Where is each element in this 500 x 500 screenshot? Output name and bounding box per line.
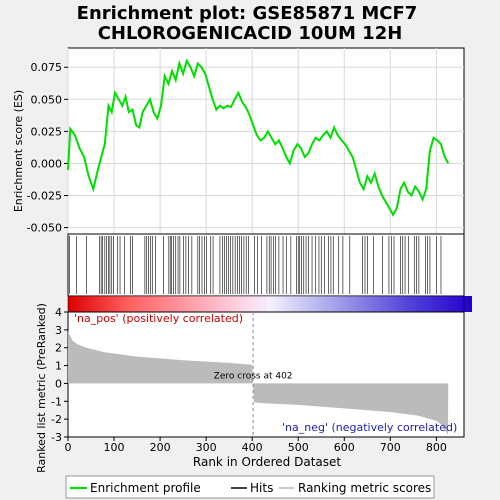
metric-xtick-label: 100 [104,441,125,454]
metric-xtick-label: 0 [65,441,72,454]
metric-xtick-label: 500 [288,441,309,454]
metric-ytick-label: -3 [51,431,62,444]
es-ytick-label: 0.025 [31,125,63,138]
enrichment-profile-line [67,58,450,217]
es-ytick-label: 0.075 [31,61,63,74]
pos-correlated-label: 'na_pos' (positively correlated) [74,312,243,325]
rank-gradient-bar [68,296,472,312]
metric-xtick-label: 600 [334,441,355,454]
metric-ytick-label: -2 [51,413,62,426]
chart-title-line2: CHLOROGENICACID 10UM 12H [98,23,403,44]
neg-correlated-label: 'na_neg' (negatively correlated) [282,421,457,434]
metric-xtick-label: 700 [380,441,401,454]
chart-title-line1: Enrichment plot: GSE85871 MCF7 [77,3,418,24]
es-ytick-label: 0.050 [31,93,63,106]
metric-xtick-label: 300 [196,441,217,454]
metric-ytick-label: 2 [55,342,62,355]
legend-label-ranking: Ranking metric scores [298,481,431,495]
metric-ytick-label: 3 [55,324,62,337]
metric-panel: 4 3 2 1 0 -1 -2 -3 0 100 200 300 400 500 600 700 800 Ze… [51,306,465,454]
metric-ytick-label: 1 [55,360,62,373]
metric-ytick-label: 0 [55,377,62,390]
metric-xtick-label: 400 [242,441,263,454]
hits-area [67,233,465,297]
metric-xtick-label: 200 [150,441,171,454]
legend-box [65,475,435,499]
es-ytick-label: -0.025 [27,190,62,203]
hits-panel [67,233,465,297]
zero-cross-label: Zero cross at 402 [214,371,293,381]
legend-label-profile: Enrichment profile [90,481,201,495]
metric-ytick-label: 4 [55,306,62,319]
es-ylabel: Enrichment score (ES) [12,90,25,212]
legend-label-hits: Hits [250,481,273,495]
es-plot-area [67,47,465,235]
metric-ylabel: Ranked list metric (PreRanked) [35,303,48,473]
ranking-metric-area [68,331,449,436]
metric-ytick-label: -1 [51,395,62,408]
es-ytick-label: -0.050 [27,222,62,235]
metric-xlabel: Rank in Ordered Dataset [193,455,341,469]
legend: Enrichment profile Hits Ranking metric s… [65,475,435,499]
es-ytick-label: 0.000 [31,157,63,170]
metric-xtick-label: 800 [426,441,447,454]
es-panel: 0.075 0.050 0.025 0.000 -0.025 -0.050 [27,47,465,235]
